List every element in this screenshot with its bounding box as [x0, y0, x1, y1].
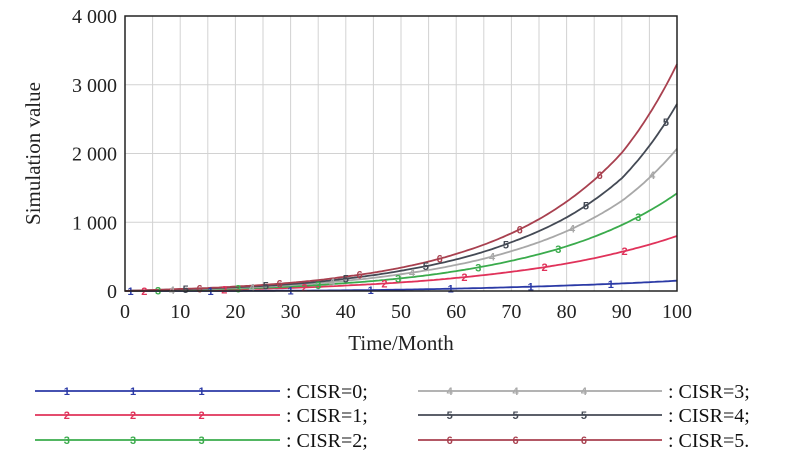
x-tick-label: 20 [225, 301, 245, 323]
series-marker: 2 [621, 246, 627, 258]
series-marker: 1 [608, 279, 614, 291]
legend-item: 2 2 2 : CISR=1; [35, 405, 368, 427]
series-marker: 3 [315, 280, 321, 292]
series-marker: 1 [127, 286, 133, 298]
x-tick-label: 50 [391, 301, 411, 323]
series-marker: 4 [489, 252, 496, 264]
series-marker: 3 [395, 274, 401, 286]
legend-marker: 3 [130, 435, 136, 447]
legend-item: 5 5 5 : CISR=4; [418, 405, 750, 427]
y-tick-label: 0 [107, 281, 117, 303]
series-marker: 6 [196, 283, 202, 295]
legend-label: : CISR=5. [668, 430, 749, 452]
legend-marker: 4 [581, 386, 588, 398]
legend-marker: 6 [513, 435, 519, 447]
legend: 1 1 1 : CISR=0; 2 2 2 : CISR=1; 3 3 3 : CISR=2; 4 4 4:… [35, 381, 750, 452]
legend-marker: 6 [581, 435, 587, 447]
x-tick-labels: 0 10 20 30 40 50 60 70 80 90 100 [120, 301, 692, 323]
series-marker: 4 [249, 282, 256, 294]
series-marker: 6 [276, 279, 282, 291]
legend-marker: 2 [64, 410, 70, 422]
series-marker: 1 [528, 282, 534, 294]
series-marker: 4 [409, 268, 416, 280]
series-marker: 3 [555, 244, 561, 256]
x-axis-title: Time/Month [348, 331, 454, 355]
legend-item: 1 1 1 : CISR=0; [35, 381, 368, 403]
x-tick-label: 60 [446, 301, 466, 323]
legend-marker: 5 [513, 410, 519, 422]
legend-item: 3 3 3 : CISR=2; [35, 430, 368, 452]
x-tick-label: 90 [612, 301, 632, 323]
legend-marker: 6 [447, 435, 453, 447]
legend-label: : CISR=2; [286, 430, 368, 452]
series-marker: 1 [207, 286, 213, 298]
legend-item: 4 4 4 : CISR=3; [418, 381, 750, 403]
series-marker: 5 [583, 201, 589, 213]
legend-marker: 2 [130, 410, 136, 422]
series-marker: 1 [448, 284, 454, 296]
series-marker: 5 [663, 117, 669, 129]
x-tick-label: 30 [281, 301, 301, 323]
legend-label: : CISR=4; [668, 405, 750, 427]
series-marker: 5 [183, 284, 189, 296]
x-tick-label: 40 [336, 301, 356, 323]
series-marker: 2 [141, 286, 147, 298]
legend-marker: 5 [581, 410, 587, 422]
series-marker: 4 [569, 224, 576, 236]
legend-marker: 1 [199, 386, 205, 398]
series-marker: 2 [301, 282, 307, 294]
series-marker: 2 [381, 278, 387, 290]
legend-marker: 1 [64, 386, 70, 398]
legend-marker: 1 [130, 386, 136, 398]
legend-marker: 4 [513, 386, 520, 398]
series-marker: 6 [597, 170, 603, 182]
x-tick-label: 100 [662, 301, 692, 323]
series-marker: 6 [357, 270, 363, 282]
x-tick-label: 0 [120, 301, 130, 323]
x-tick-label: 80 [557, 301, 577, 323]
series-marker: 3 [635, 212, 641, 224]
series-lines [124, 63, 678, 292]
y-tick-label: 1 000 [72, 212, 117, 234]
legend-marker: 4 [447, 386, 454, 398]
series-line [124, 63, 678, 292]
legend-label: : CISR=3; [668, 381, 750, 403]
series-marker: 4 [329, 277, 336, 289]
series-marker: 5 [503, 239, 509, 251]
series-marker: 5 [263, 281, 269, 293]
series-marker: 6 [437, 254, 443, 266]
plot-frame [124, 15, 678, 292]
legend-marker: 5 [447, 410, 453, 422]
series-marker: 6 [517, 224, 523, 236]
grid [125, 16, 677, 291]
legend-item: 6 6 6 : CISR=5. [418, 430, 749, 452]
x-tick-label: 10 [170, 301, 190, 323]
series-marker: 3 [235, 284, 241, 296]
y-axis-title: Simulation value [21, 82, 45, 225]
series-marker: 4 [649, 170, 656, 182]
legend-marker: 2 [199, 410, 205, 422]
series-marker: 2 [541, 262, 547, 274]
legend-marker: 3 [64, 435, 70, 447]
y-tick-label: 3 000 [72, 75, 117, 97]
legend-label: : CISR=1; [286, 405, 368, 427]
y-tick-label: 4 000 [72, 6, 117, 28]
series-marker: 3 [475, 262, 481, 274]
series-marker: 5 [423, 261, 429, 273]
x-tick-label: 70 [501, 301, 521, 323]
legend-marker: 3 [199, 435, 205, 447]
y-tick-labels: 0 1 000 2 000 3 000 4 000 [72, 6, 117, 303]
series-marker: 5 [343, 274, 349, 286]
legend-label: : CISR=0; [286, 381, 368, 403]
y-tick-label: 2 000 [72, 144, 117, 166]
series-marker: 2 [461, 272, 467, 284]
